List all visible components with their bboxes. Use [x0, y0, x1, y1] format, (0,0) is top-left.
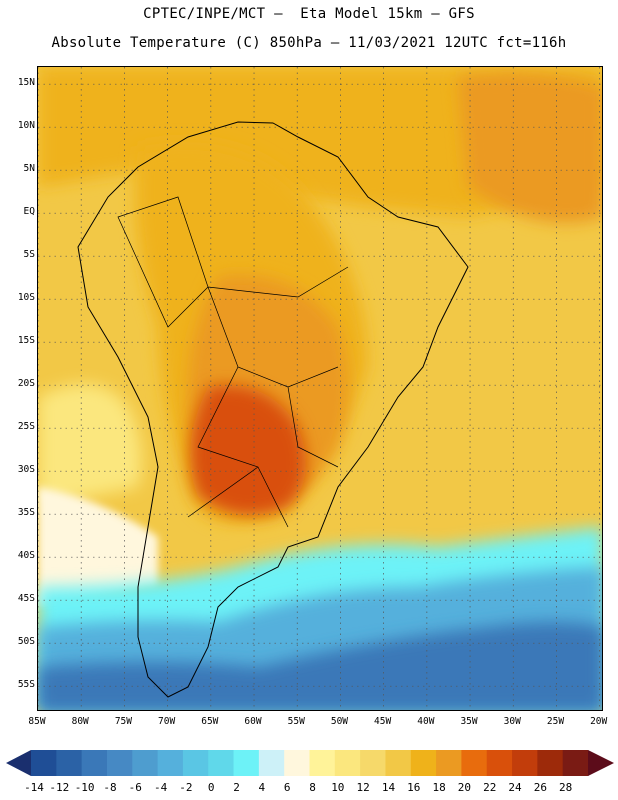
colorbar-tick-label: 2 — [233, 781, 240, 794]
latitude-tick-label: 10N — [17, 120, 35, 132]
longitude-tick-label: 30W — [503, 716, 521, 727]
latitude-tick-label: 40S — [17, 550, 35, 562]
latitude-tick-label: 25S — [17, 421, 35, 433]
colorbar-tick-label: 16 — [407, 781, 421, 794]
latitude-tick-label: 5S — [23, 249, 35, 261]
colorbar-tick-label: 20 — [457, 781, 472, 794]
latitude-tick-label: 5N — [23, 163, 35, 175]
longitude-tick-label: 40W — [417, 716, 435, 727]
hot-core — [190, 385, 306, 515]
colorbar-tick-label: 8 — [309, 781, 316, 794]
chart-title-line2: Absolute Temperature (C) 850hPa – 11/03/… — [51, 35, 567, 51]
latitude-tick-label: 15S — [17, 335, 35, 347]
colorbar-swatch — [284, 750, 310, 776]
latitude-tick-label: 55S — [17, 679, 35, 691]
colorbar-swatch — [233, 750, 260, 776]
colorbar-swatch — [258, 750, 285, 776]
colorbar-swatch — [106, 750, 133, 776]
colorbar-tick-label: 10 — [331, 781, 345, 794]
colorbar-swatch — [385, 750, 412, 776]
southern-coldest-band — [38, 622, 602, 710]
longitude-tick-label: 65W — [201, 716, 219, 727]
latitude-tick-label: 10S — [17, 292, 35, 304]
longitude-tick-label: 60W — [244, 716, 262, 727]
longitude-tick-label: 50W — [330, 716, 349, 727]
colorbar-tick-label: 18 — [432, 781, 446, 794]
temperature-map — [37, 66, 603, 711]
colorbar-swatch — [537, 750, 564, 776]
latitude-tick-label: 45S — [17, 593, 35, 605]
colorbar-swatch — [208, 750, 235, 776]
map-canvas — [38, 67, 602, 710]
longitude-tick-label: 25W — [546, 716, 565, 727]
latitude-tick-label: 35S — [17, 507, 35, 519]
colorbar-swatch — [334, 750, 361, 776]
latitude-tick-label: EQ — [23, 206, 35, 218]
latitude-tick-label: 30S — [17, 464, 35, 476]
longitude-tick-label: 20W — [590, 716, 608, 727]
colorbar-tick-label: 4 — [258, 781, 266, 794]
colorbar-tick-label: 0 — [207, 781, 215, 794]
longitude-tick-label: 75W — [114, 716, 132, 727]
colorbar-tick-label: -12 — [49, 781, 70, 794]
colorbar-tick-label: 22 — [483, 781, 497, 794]
latitude-tick-label: 20S — [17, 378, 35, 390]
colorbar-tick-label: -14 — [24, 781, 44, 794]
pacific-mild-band — [38, 487, 158, 607]
latitude-tick-label: 15N — [17, 77, 35, 89]
colorbar-swatch — [360, 750, 386, 776]
colorbar-tick-label: -8 — [103, 781, 117, 794]
colorbar-tick-label: -6 — [128, 781, 142, 794]
colorbar-swatch — [309, 750, 336, 776]
colorbar-swatch — [81, 750, 108, 776]
colorbar-tick-label: 26 — [533, 781, 547, 794]
colorbar-tick-label: 14 — [381, 781, 396, 794]
colorbar-tick-label: -2 — [179, 781, 193, 794]
colorbar-swatch — [461, 750, 488, 776]
colorbar-swatch — [486, 750, 513, 776]
colorbar-swatch — [410, 750, 437, 776]
colorbar-tick-label: 24 — [508, 781, 522, 794]
colorbar-swatch — [132, 750, 159, 776]
longitude-tick-label: 55W — [287, 716, 305, 727]
pacific-cool-patch — [38, 384, 142, 507]
chart-title-line1: CPTEC/INPE/MCT – Eta Model 15km – GFS — [143, 6, 475, 22]
colorbar-tick-label: 12 — [356, 781, 370, 794]
colorbar-swatch — [182, 750, 209, 776]
colorbar-swatch — [436, 750, 462, 776]
latitude-tick-label: 50S — [17, 636, 35, 648]
longitude-tick-label: 80W — [71, 716, 89, 727]
colorbar-swatch — [512, 750, 538, 776]
atlantic-warm-patch — [458, 73, 602, 223]
longitude-tick-label: 45W — [374, 716, 392, 727]
colorbar-swatch — [157, 750, 184, 776]
colorbar-tick-label: 6 — [283, 781, 291, 794]
south-america-coastline — [77, 121, 469, 698]
longitude-tick-label: 70W — [158, 716, 176, 727]
colorbar-tick-label: -10 — [74, 781, 95, 794]
longitude-tick-label: 35W — [460, 716, 478, 727]
colorbar-swatch — [562, 750, 589, 776]
colorbar-tick-label: -4 — [153, 781, 168, 794]
country-borders — [117, 196, 349, 528]
colorbar-tick-label: 28 — [559, 781, 573, 794]
longitude-tick-label: 85W — [28, 716, 46, 727]
colorbar-high-arrow — [588, 750, 614, 776]
colorbar-swatch — [56, 750, 83, 776]
colorbar-swatch — [31, 750, 57, 776]
colorbar — [6, 750, 614, 776]
colorbar-low-arrow — [6, 750, 31, 776]
